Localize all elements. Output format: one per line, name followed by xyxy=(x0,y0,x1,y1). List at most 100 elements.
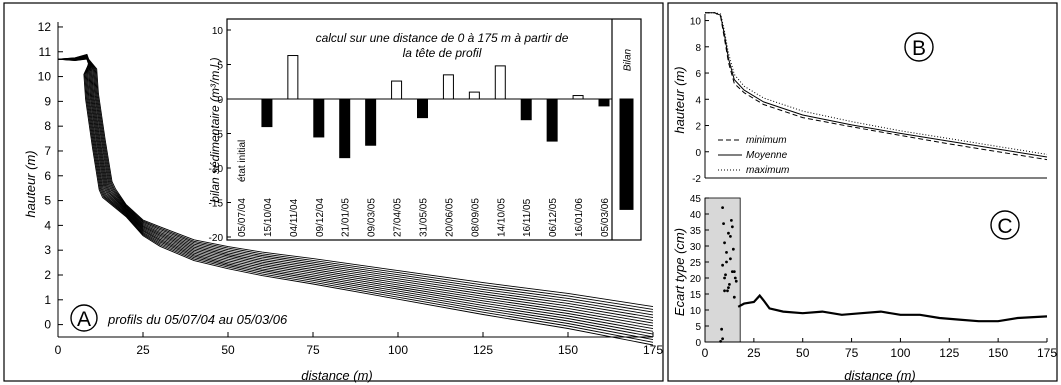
panel-c-ylabel: Ecart type (cm) xyxy=(672,228,687,316)
c-scatter-point xyxy=(722,222,725,226)
a-ytick-label: 9 xyxy=(44,94,51,108)
panel-a-frame xyxy=(3,2,664,382)
c-scatter-point xyxy=(723,289,726,293)
a-xtick-label: 125 xyxy=(473,343,493,357)
inset-category-label: 08/09/05 xyxy=(470,198,481,237)
c-xtick-label: 25 xyxy=(747,346,761,360)
b-ytick-label: 0 xyxy=(695,148,701,159)
c-ytick-label: 30 xyxy=(690,242,702,253)
c-scatter-point xyxy=(732,270,736,273)
c-scatter-point xyxy=(721,263,724,267)
inset-bar xyxy=(365,98,377,146)
panel-b-letter-circle xyxy=(904,32,934,62)
c-scatter-point xyxy=(727,286,730,289)
panel-b-letter: B xyxy=(912,37,926,60)
b-ytick-label: 10 xyxy=(690,17,702,28)
c-ytick-label: 20 xyxy=(690,274,702,285)
a-profile-line xyxy=(57,53,654,308)
a-xtick-label: 0 xyxy=(55,343,62,357)
panel-a-letter: A xyxy=(77,308,91,331)
inset-bar xyxy=(391,80,403,100)
a-ytick-label: 4 xyxy=(44,218,51,232)
c-xtick-label: 125 xyxy=(939,346,959,360)
inset-plot: 10 5 0 -5 -10 -15 -20 05/07/04 15/10/04 04/11/04 0… xyxy=(209,19,634,244)
a-ytick-label: 10 xyxy=(38,70,52,84)
inset-note-line1: calcul sur une distance de 0 à 175 m à p… xyxy=(316,31,569,45)
legend-moyenne-label: Moyenne xyxy=(746,150,788,161)
c-ytick-label: 40 xyxy=(690,210,702,221)
inset-ylabel: bilan sédimentaire (m³/m.l.) xyxy=(208,57,222,202)
c-scatter-point xyxy=(719,339,723,343)
inset-bar xyxy=(261,98,273,128)
panel-a-ylabel: hauteur (m) xyxy=(23,150,38,217)
c-ytick-label: 5 xyxy=(695,322,701,333)
c-scatter-point xyxy=(725,251,728,254)
b-series-maximum xyxy=(705,12,1048,155)
inset-bar xyxy=(468,91,480,100)
inset-ytick-label: 5 xyxy=(217,61,223,72)
c-scatter-point xyxy=(721,206,724,210)
inset-category-label: 09/03/05 xyxy=(367,198,378,237)
b-ytick-label: 6 xyxy=(695,69,701,80)
c-scatter-point xyxy=(720,327,724,331)
a-xtick-label: 25 xyxy=(136,343,150,357)
inset-ytick-label: -10 xyxy=(209,164,224,175)
inset-category-label: 14/10/05 xyxy=(496,198,507,237)
c-ytick-label: 0 xyxy=(695,338,701,349)
panel-c-letter-circle xyxy=(990,210,1020,240)
c-xtick-label: 0 xyxy=(702,346,709,360)
inset-ytick-label: -15 xyxy=(209,199,224,210)
a-ytick-label: 5 xyxy=(44,194,51,208)
a-ytick-label: 8 xyxy=(44,119,51,133)
c-shaded-zone xyxy=(704,197,741,343)
b-series-moyenne xyxy=(705,12,1048,158)
a-ytick-label: 0 xyxy=(44,318,51,332)
inset-category-label: 06/12/05 xyxy=(548,198,559,237)
b-ytick-label: -2 xyxy=(692,174,701,185)
panel-a-caption: profils du 05/07/04 au 05/03/06 xyxy=(107,312,288,327)
c-scatter-point xyxy=(723,241,726,245)
c-scatter-point xyxy=(730,225,734,229)
c-scatter-point xyxy=(732,295,736,299)
inset-bar xyxy=(598,98,610,107)
c-ytick-label: 35 xyxy=(690,226,702,237)
inset-ytick-label: 10 xyxy=(212,26,224,37)
inset-bar xyxy=(546,98,558,142)
panel-b-plot: -2 0 2 4 6 8 10 xyxy=(690,12,1048,185)
c-ytick-label: 45 xyxy=(690,194,702,205)
c-scatter-point xyxy=(724,273,727,277)
panel-a-xlabel: distance (m) xyxy=(301,368,373,383)
inset-initial-label: état initial xyxy=(237,140,248,182)
a-ytick-label: 6 xyxy=(44,169,51,183)
a-ytick-label: 7 xyxy=(44,144,51,158)
c-xtick-label: 100 xyxy=(890,346,910,360)
panel-bc-frame xyxy=(667,2,1058,382)
b-ytick-label: 8 xyxy=(695,43,701,54)
c-scatter-point xyxy=(733,276,737,280)
c-xtick-label: 50 xyxy=(796,346,810,360)
inset-note-line2: la tête de profil xyxy=(403,46,482,60)
inset-ytick-label: 0 xyxy=(217,95,223,106)
panel-c-letter: C xyxy=(997,215,1012,238)
inset-bar xyxy=(287,55,299,100)
c-scatter-point xyxy=(727,231,730,235)
c-std-line xyxy=(737,293,1048,323)
c-xtick-label: 150 xyxy=(988,346,1008,360)
legend-maximum-label: maximum xyxy=(746,165,789,176)
a-ytick-label: 11 xyxy=(39,45,52,59)
panel-b-legend: minimum Moyenne maximum xyxy=(718,135,789,176)
a-xtick-label: 175 xyxy=(643,343,663,357)
c-scatter-point xyxy=(730,270,734,273)
a-xtick-label: 150 xyxy=(558,343,578,357)
c-xtick-label: 175 xyxy=(1037,346,1057,360)
inset-category-label: 20/06/05 xyxy=(444,198,455,237)
c-scatter-point xyxy=(723,276,726,280)
inset-ytick-label: -5 xyxy=(214,130,223,141)
c-ytick-label: 25 xyxy=(690,258,702,269)
b-ytick-label: 4 xyxy=(695,95,701,106)
b-ytick-label: 2 xyxy=(695,122,701,133)
c-scatter-point xyxy=(731,247,735,251)
panel-b-ylabel: hauteur (m) xyxy=(672,66,687,133)
